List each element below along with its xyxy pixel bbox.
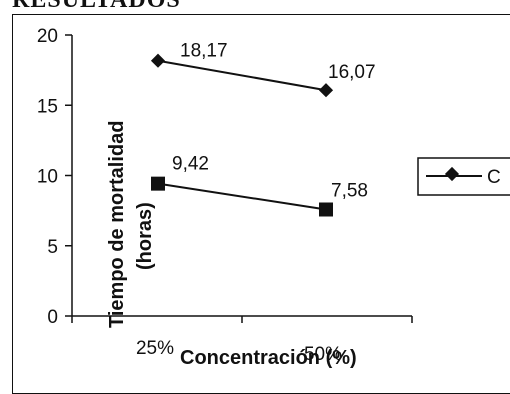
y-tick-label: 20 [37, 26, 58, 47]
series-group: 18,17 16,07 9,42 7,58 [150, 41, 376, 217]
y-tick-label: 10 [37, 167, 58, 188]
data-label: 7,58 [331, 181, 368, 202]
x-axis-title: Concentración (%) [180, 347, 357, 369]
series-line [157, 59, 327, 92]
y-axis-title-line-1: Tiempo de mortalidad [106, 121, 128, 328]
diamond-marker [150, 53, 166, 68]
data-label: 18,17 [180, 41, 228, 62]
legend-entry-label: C [487, 167, 501, 188]
legend: C [417, 157, 510, 196]
section-heading: RESULTADOS [12, 0, 181, 13]
series-line [157, 182, 327, 211]
square-marker [151, 176, 165, 191]
x-tick-label: 25% [136, 338, 174, 359]
y-tick-group: 0 5 10 15 20 [37, 26, 72, 328]
data-label: 9,42 [172, 154, 209, 175]
y-axis-title-line-2: (horas) [134, 202, 156, 270]
square-marker [319, 202, 333, 217]
y-tick-label: 0 [47, 307, 58, 328]
mortality-line-chart: 0 5 10 15 20 25% 50% 18,17 16,07 9,42 7,58 Tiemp… [37, 26, 510, 369]
y-tick-label: 5 [47, 237, 58, 258]
data-label: 16,07 [328, 62, 376, 83]
diamond-marker [318, 83, 334, 98]
x-tick-group: 25% 50% [71, 316, 413, 365]
y-tick-label: 15 [37, 96, 58, 117]
legend-diamond-icon [444, 166, 460, 182]
x-tick-label: 50% [304, 344, 342, 365]
